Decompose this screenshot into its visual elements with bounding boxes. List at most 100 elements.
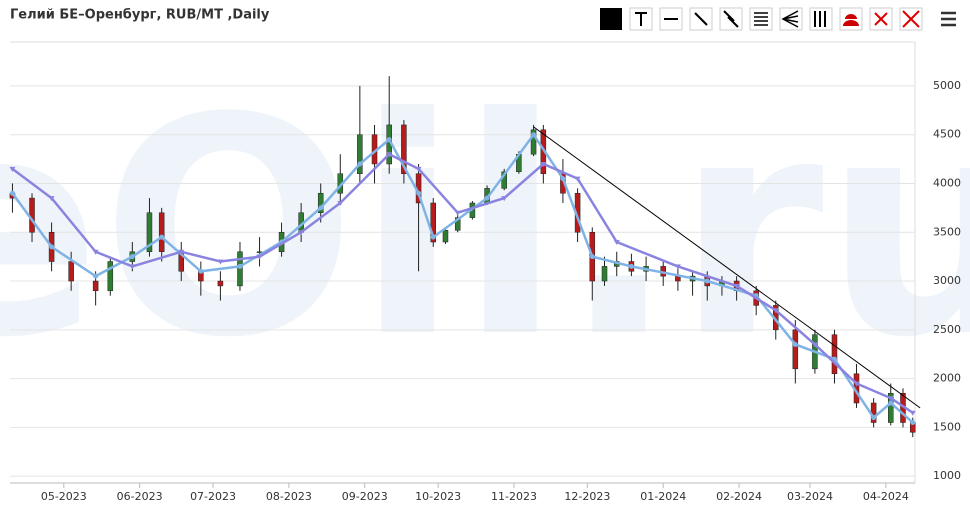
y-tick-label: 1000 (933, 469, 961, 482)
ma-marker (531, 132, 537, 138)
y-tick-label: 2000 (933, 372, 961, 385)
y-tick-label: 3500 (933, 225, 961, 238)
ma-marker (129, 254, 135, 260)
x-tick-label: 07-2023 (190, 490, 236, 503)
x-tick-label: 04-2024 (863, 490, 909, 503)
x-tick-label: 06-2023 (117, 490, 163, 503)
ma-marker (704, 278, 710, 284)
candle-body (792, 329, 799, 370)
ma-marker (888, 400, 894, 406)
candle-body (158, 212, 165, 253)
ma-marker (93, 273, 99, 279)
ma-marker (910, 420, 916, 426)
ma-marker (415, 166, 422, 172)
ma-marker (871, 415, 877, 421)
candle-body (68, 261, 74, 282)
ma-marker (540, 161, 547, 167)
candle-body (530, 129, 537, 155)
ma-marker (318, 205, 324, 211)
icon (723, 10, 739, 28)
ma-marker (811, 342, 818, 348)
x-tick-label: 12-2023 (564, 490, 610, 503)
ma-marker (589, 254, 595, 260)
icon (814, 11, 826, 27)
toolbar (600, 7, 956, 31)
ma-marker (484, 195, 490, 201)
ma-marker (198, 268, 204, 274)
x-tick-label: 08-2023 (266, 490, 312, 503)
ma-marker (386, 137, 392, 143)
x-tick-label: 01-2024 (640, 490, 686, 503)
ma-marker (337, 200, 344, 206)
ma-marker (454, 210, 461, 216)
ma-marker (628, 263, 634, 269)
x-tick-label: 03-2024 (787, 490, 833, 503)
ma-marker (217, 259, 224, 265)
ma-marker (256, 254, 263, 260)
y-tick-label: 3000 (933, 274, 961, 287)
x-tick-label: 10-2023 (415, 490, 461, 503)
candle-body (831, 334, 838, 374)
ma-marker (613, 240, 620, 246)
ma-marker (129, 264, 136, 270)
ma-marker (674, 264, 681, 270)
candle-body (601, 266, 608, 282)
candle-body (146, 212, 153, 253)
ma-marker (178, 249, 185, 255)
candle-body (217, 280, 224, 287)
ma-marker (733, 283, 740, 289)
candle-body (29, 197, 35, 233)
y-tick-label: 2500 (933, 323, 961, 336)
tool-fan[interactable] (779, 7, 803, 31)
ma-marker (357, 161, 363, 167)
ma-marker (887, 396, 894, 402)
ma-marker (792, 341, 798, 347)
y-tick-label: 4000 (933, 176, 961, 189)
tool-color[interactable] (600, 8, 622, 30)
ma-marker (48, 196, 55, 202)
icon (902, 10, 920, 28)
watermark: eOil.ru (0, 54, 970, 403)
candle-body (442, 230, 449, 243)
candle-body (887, 392, 894, 423)
ma-marker (574, 176, 581, 182)
menu[interactable] (941, 11, 956, 27)
ma-marker (159, 234, 165, 240)
tool-fib[interactable] (749, 7, 773, 31)
icon (694, 12, 708, 26)
candle-body (357, 134, 363, 174)
ma-marker (92, 249, 99, 255)
x-tick-label: 05-2023 (41, 490, 87, 503)
ma-marker (298, 230, 305, 236)
ma-marker (237, 263, 243, 269)
ma-marker (49, 244, 55, 250)
ma-marker (9, 190, 15, 196)
x-tick-label: 11-2023 (491, 490, 537, 503)
candle-body (401, 124, 407, 174)
candle-body (430, 202, 436, 243)
icon (635, 12, 647, 26)
candle-body (454, 217, 461, 231)
trend-line (533, 126, 921, 409)
y-tick-label: 4500 (933, 128, 961, 141)
y-tick-label: 1500 (933, 420, 961, 433)
ma-marker (909, 410, 916, 416)
ma-marker (416, 190, 422, 196)
icon (874, 12, 888, 26)
ma-marker (9, 166, 16, 172)
icon (754, 12, 768, 26)
icon (781, 10, 799, 28)
ma-marker (853, 381, 860, 387)
ma-marker (386, 152, 393, 158)
ma-marker (430, 234, 436, 240)
ma-marker (772, 308, 779, 314)
x-tick-label: 02-2024 (716, 490, 762, 503)
icon (843, 14, 859, 26)
y-tick-label: 5000 (933, 79, 961, 92)
x-tick-label: 09-2023 (342, 490, 388, 503)
ma-marker (560, 176, 566, 182)
chart-title: Гелий БЕ–Оренбург, RUB/MT ,Daily (10, 8, 270, 23)
candle-body (107, 261, 114, 292)
candle-body (317, 192, 324, 213)
